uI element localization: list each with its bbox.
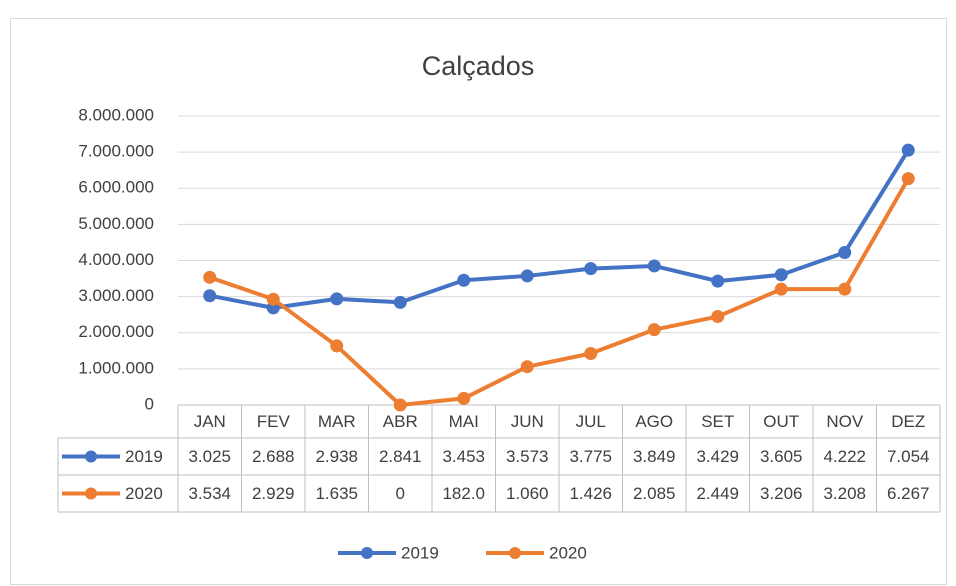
table-cell: 1.426 bbox=[569, 484, 612, 503]
x-tick-label: MAR bbox=[318, 412, 356, 431]
y-tick-label: 5.000.000 bbox=[78, 214, 154, 233]
marker bbox=[330, 339, 344, 353]
table-cell: 3.849 bbox=[633, 447, 676, 466]
marker bbox=[584, 346, 598, 360]
table-cell: 7.054 bbox=[887, 447, 930, 466]
table-cell: 3.775 bbox=[569, 447, 612, 466]
table-cell: 2.929 bbox=[252, 484, 295, 503]
legend-entry-swatch-marker bbox=[509, 547, 521, 559]
table-cell: 2.085 bbox=[633, 484, 676, 503]
marker bbox=[203, 289, 217, 303]
series-line bbox=[209, 177, 910, 407]
y-tick-label: 1.000.000 bbox=[78, 358, 154, 377]
table-cell: 3.534 bbox=[188, 484, 231, 503]
x-tick-label: JUN bbox=[511, 412, 544, 431]
y-tick-label: 8.000.000 bbox=[78, 105, 154, 124]
table-cell: 6.267 bbox=[887, 484, 930, 503]
x-tick-label: FEV bbox=[257, 412, 291, 431]
marker bbox=[520, 269, 534, 283]
legend-entry: 2019 bbox=[401, 543, 439, 562]
marker bbox=[203, 270, 217, 284]
table-cell: 4.222 bbox=[823, 447, 866, 466]
table-cell: 182.0 bbox=[442, 484, 485, 503]
marker bbox=[838, 282, 852, 296]
legend-entry-swatch-marker bbox=[361, 547, 373, 559]
y-tick-label: 4.000.000 bbox=[78, 250, 154, 269]
table-cell: 3.429 bbox=[696, 447, 739, 466]
marker bbox=[393, 295, 407, 309]
y-tick-label: 7.000.000 bbox=[78, 142, 154, 161]
chart-border bbox=[10, 18, 947, 585]
x-tick-label: ABR bbox=[383, 412, 418, 431]
marker bbox=[457, 391, 471, 405]
table-legend-entry: 2020 bbox=[125, 484, 163, 503]
y-tick-label: 6.000.000 bbox=[78, 178, 154, 197]
x-tick-label: DEZ bbox=[891, 412, 925, 431]
table-cell: 2.841 bbox=[379, 447, 422, 466]
series-line bbox=[209, 149, 910, 310]
table-cell: 2.688 bbox=[252, 447, 295, 466]
marker bbox=[774, 268, 788, 282]
marker bbox=[266, 292, 280, 306]
marker bbox=[393, 398, 407, 412]
x-tick-label: NOV bbox=[826, 412, 864, 431]
marker bbox=[711, 310, 725, 324]
table-cell: 2.449 bbox=[696, 484, 739, 503]
marker bbox=[901, 172, 915, 186]
chart-title: Calçados bbox=[422, 51, 535, 81]
marker bbox=[901, 143, 915, 157]
marker bbox=[711, 274, 725, 288]
table-cell: 3.453 bbox=[442, 447, 485, 466]
table-legend-entry-swatch-marker bbox=[85, 487, 97, 500]
marker bbox=[774, 282, 788, 296]
legend-entry: 2020 bbox=[549, 543, 587, 562]
table-cell: 2.938 bbox=[315, 447, 358, 466]
marker bbox=[838, 245, 852, 259]
y-tick-label: 0 bbox=[145, 394, 154, 413]
y-tick-label: 2.000.000 bbox=[78, 322, 154, 341]
table-legend-entry-swatch-marker bbox=[85, 450, 97, 463]
marker bbox=[330, 292, 344, 306]
x-tick-label: JUL bbox=[576, 412, 606, 431]
marker bbox=[457, 273, 471, 287]
marker bbox=[584, 262, 598, 276]
table-cell: 3.573 bbox=[506, 447, 549, 466]
table-cell: 0 bbox=[396, 484, 405, 503]
x-tick-label: AGO bbox=[635, 412, 673, 431]
table-legend-entry: 2019 bbox=[125, 447, 163, 466]
table-cell: 3.206 bbox=[760, 484, 803, 503]
x-tick-label: JAN bbox=[194, 412, 226, 431]
marker bbox=[647, 259, 661, 273]
table-cell: 3.208 bbox=[823, 484, 866, 503]
table-cell: 1.635 bbox=[315, 484, 358, 503]
y-tick-label: 3.000.000 bbox=[78, 286, 154, 305]
x-tick-label: OUT bbox=[763, 412, 799, 431]
x-tick-label: SET bbox=[701, 412, 734, 431]
table-cell: 1.060 bbox=[506, 484, 549, 503]
table-cell: 3.605 bbox=[760, 447, 803, 466]
table-cell: 3.025 bbox=[188, 447, 231, 466]
x-tick-label: MAI bbox=[449, 412, 479, 431]
marker bbox=[520, 360, 534, 374]
marker bbox=[647, 323, 661, 337]
